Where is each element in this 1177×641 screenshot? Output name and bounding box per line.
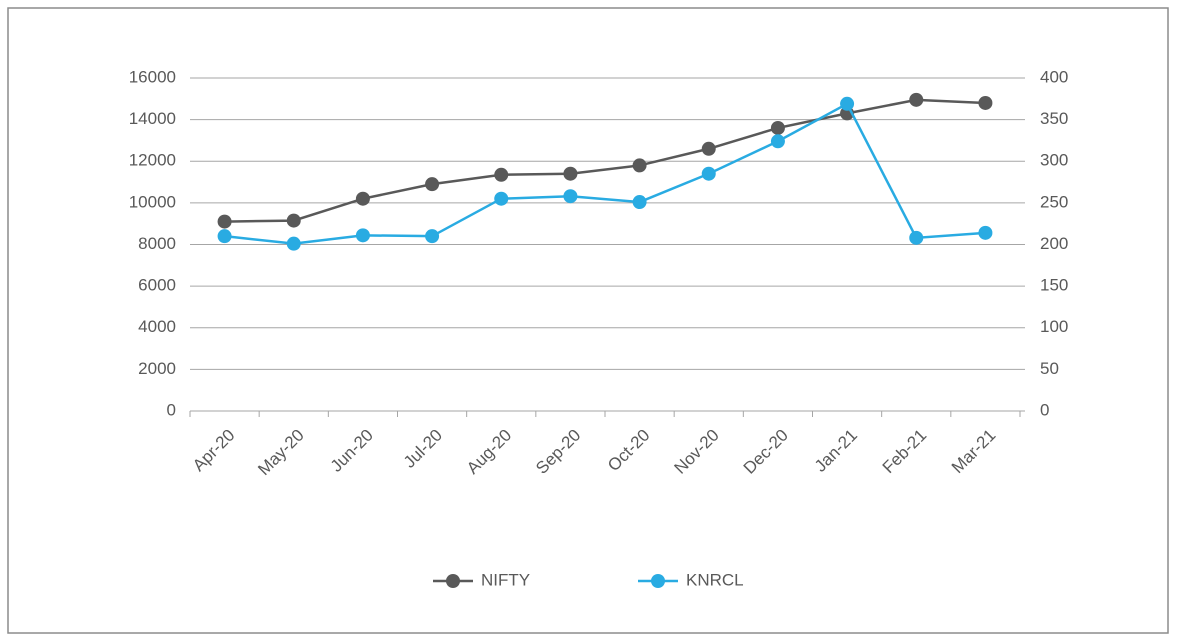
y-tick-label: 6000 <box>138 276 176 295</box>
point <box>978 225 993 240</box>
legend-label: NIFTY <box>481 570 530 589</box>
point <box>494 191 509 206</box>
point <box>909 92 924 107</box>
point <box>217 214 232 229</box>
point <box>425 177 440 192</box>
y2-tick-label: 150 <box>1040 276 1068 295</box>
point <box>770 120 785 135</box>
legend-marker <box>446 574 460 588</box>
y2-tick-label: 0 <box>1040 400 1049 419</box>
y2-tick-label: 200 <box>1040 234 1068 253</box>
y2-tick-label: 100 <box>1040 317 1068 336</box>
point <box>286 213 301 228</box>
point <box>286 236 301 251</box>
point <box>909 230 924 245</box>
point <box>217 229 232 244</box>
y-tick-label: 2000 <box>138 359 176 378</box>
point <box>563 189 578 204</box>
y2-tick-label: 400 <box>1040 67 1068 86</box>
point <box>563 166 578 181</box>
legend-label: KNRCL <box>686 570 744 589</box>
y-tick-label: 4000 <box>138 317 176 336</box>
y2-tick-label: 300 <box>1040 151 1068 170</box>
y2-tick-label: 350 <box>1040 109 1068 128</box>
point <box>355 191 370 206</box>
y-tick-label: 0 <box>167 400 176 419</box>
y-tick-label: 16000 <box>129 67 176 86</box>
series-line <box>224 98 986 223</box>
y-tick-label: 8000 <box>138 234 176 253</box>
point <box>701 166 716 181</box>
point <box>632 195 647 210</box>
point <box>494 167 509 182</box>
y2-tick-label: 50 <box>1040 359 1059 378</box>
point <box>770 134 785 149</box>
chart-border <box>7 7 1169 634</box>
point <box>701 141 716 156</box>
point <box>632 158 647 173</box>
point <box>840 96 855 111</box>
y-tick-label: 12000 <box>129 151 176 170</box>
y2-tick-label: 250 <box>1040 192 1068 211</box>
legend-marker <box>651 574 665 588</box>
y-tick-label: 10000 <box>129 192 176 211</box>
point <box>425 229 440 244</box>
point <box>355 228 370 243</box>
point <box>978 95 993 110</box>
y-tick-label: 14000 <box>129 109 176 128</box>
series-line <box>224 102 986 245</box>
